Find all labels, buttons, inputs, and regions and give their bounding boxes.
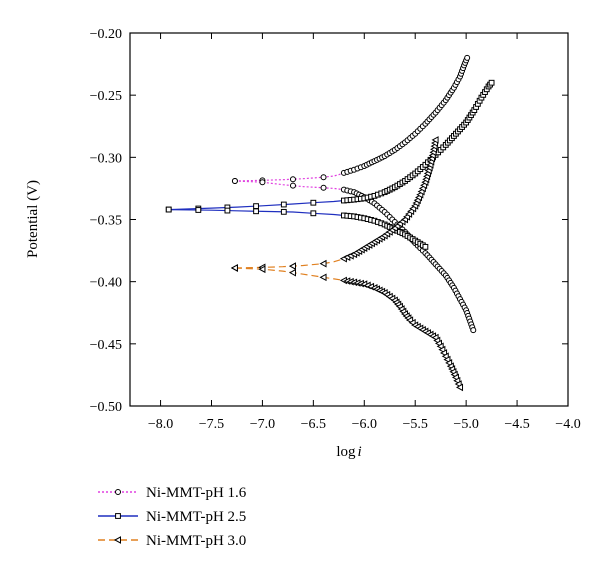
x-tick-label: −7.5 (199, 417, 224, 432)
y-tick-label: −0.40 (90, 276, 122, 291)
data-point (422, 243, 429, 250)
y-tick-label: −0.25 (90, 89, 122, 104)
data-point (431, 136, 439, 144)
legend: Ni-MMT-pH 1.6 Ni-MMT-pH 2.5 Ni-MMT-pH 3.0 (98, 485, 247, 549)
y-tick-label: −0.50 (90, 400, 122, 415)
data-point (310, 199, 317, 206)
data-point (310, 210, 317, 217)
data-point (195, 207, 202, 213)
y-axis: −0.20 −0.25 −0.30 −0.35 −0.40 −0.45 −0.50 (90, 27, 568, 415)
legend-label: Ni-MMT-pH 3.0 (146, 533, 246, 549)
legend-marker (115, 513, 121, 519)
y-tick-label: −0.45 (90, 338, 122, 353)
y-tick-label: −0.20 (90, 27, 122, 42)
series-line-anodic (234, 139, 437, 269)
data-point (319, 273, 327, 282)
data-point (288, 262, 296, 270)
x-tick-label: −5.0 (453, 417, 478, 432)
data-point (488, 79, 495, 86)
legend-marker (115, 489, 121, 495)
data-point (253, 208, 259, 215)
legend-label: Ni-MMT-pH 1.6 (146, 485, 247, 501)
y-axis-label: Potential (V) (25, 180, 41, 258)
x-tick-label: −4.5 (504, 417, 529, 432)
legend-label: Ni-MMT-pH 2.5 (146, 509, 246, 525)
series-line-cathodic (234, 267, 461, 388)
data-point (258, 265, 266, 274)
data-point (320, 174, 327, 181)
data-point (280, 208, 287, 215)
data-point (288, 268, 296, 277)
data-point (289, 176, 296, 183)
data-point (253, 203, 259, 210)
data-point (224, 207, 231, 214)
series-3 (230, 136, 464, 392)
legend-marker (113, 536, 121, 544)
series-layer (165, 54, 495, 392)
data-point (470, 327, 477, 334)
data-point (319, 259, 327, 268)
plot-frame (129, 32, 569, 407)
x-axis-label: log i (336, 444, 361, 460)
x-tick-label: −6.5 (301, 417, 326, 432)
x-tick-label: −6.0 (352, 417, 377, 432)
x-tick-label: −7.0 (250, 417, 275, 432)
y-tick-label: −0.30 (90, 151, 122, 166)
x-tick-label: −4.0 (555, 417, 580, 432)
data-point (464, 54, 471, 61)
series-2 (165, 79, 495, 250)
x-tick-label: −8.0 (148, 417, 173, 432)
data-point (455, 383, 464, 392)
x-axis: −8.0 −7.5 −7.0 −6.5 −6.0 −5.5 −5.0 −4.5 −4.0 (148, 33, 581, 432)
data-point (259, 179, 266, 186)
data-point (280, 201, 287, 208)
x-tick-label: −5.5 (403, 417, 428, 432)
x-axis-label-main: log (336, 444, 356, 460)
series-1 (231, 54, 477, 334)
x-axis-label-italic: i (358, 444, 362, 460)
y-tick-label: −0.35 (90, 214, 122, 229)
data-point (230, 264, 238, 272)
data-point (289, 182, 296, 189)
data-point (231, 177, 238, 184)
data-point (320, 184, 327, 191)
data-point (165, 206, 172, 213)
